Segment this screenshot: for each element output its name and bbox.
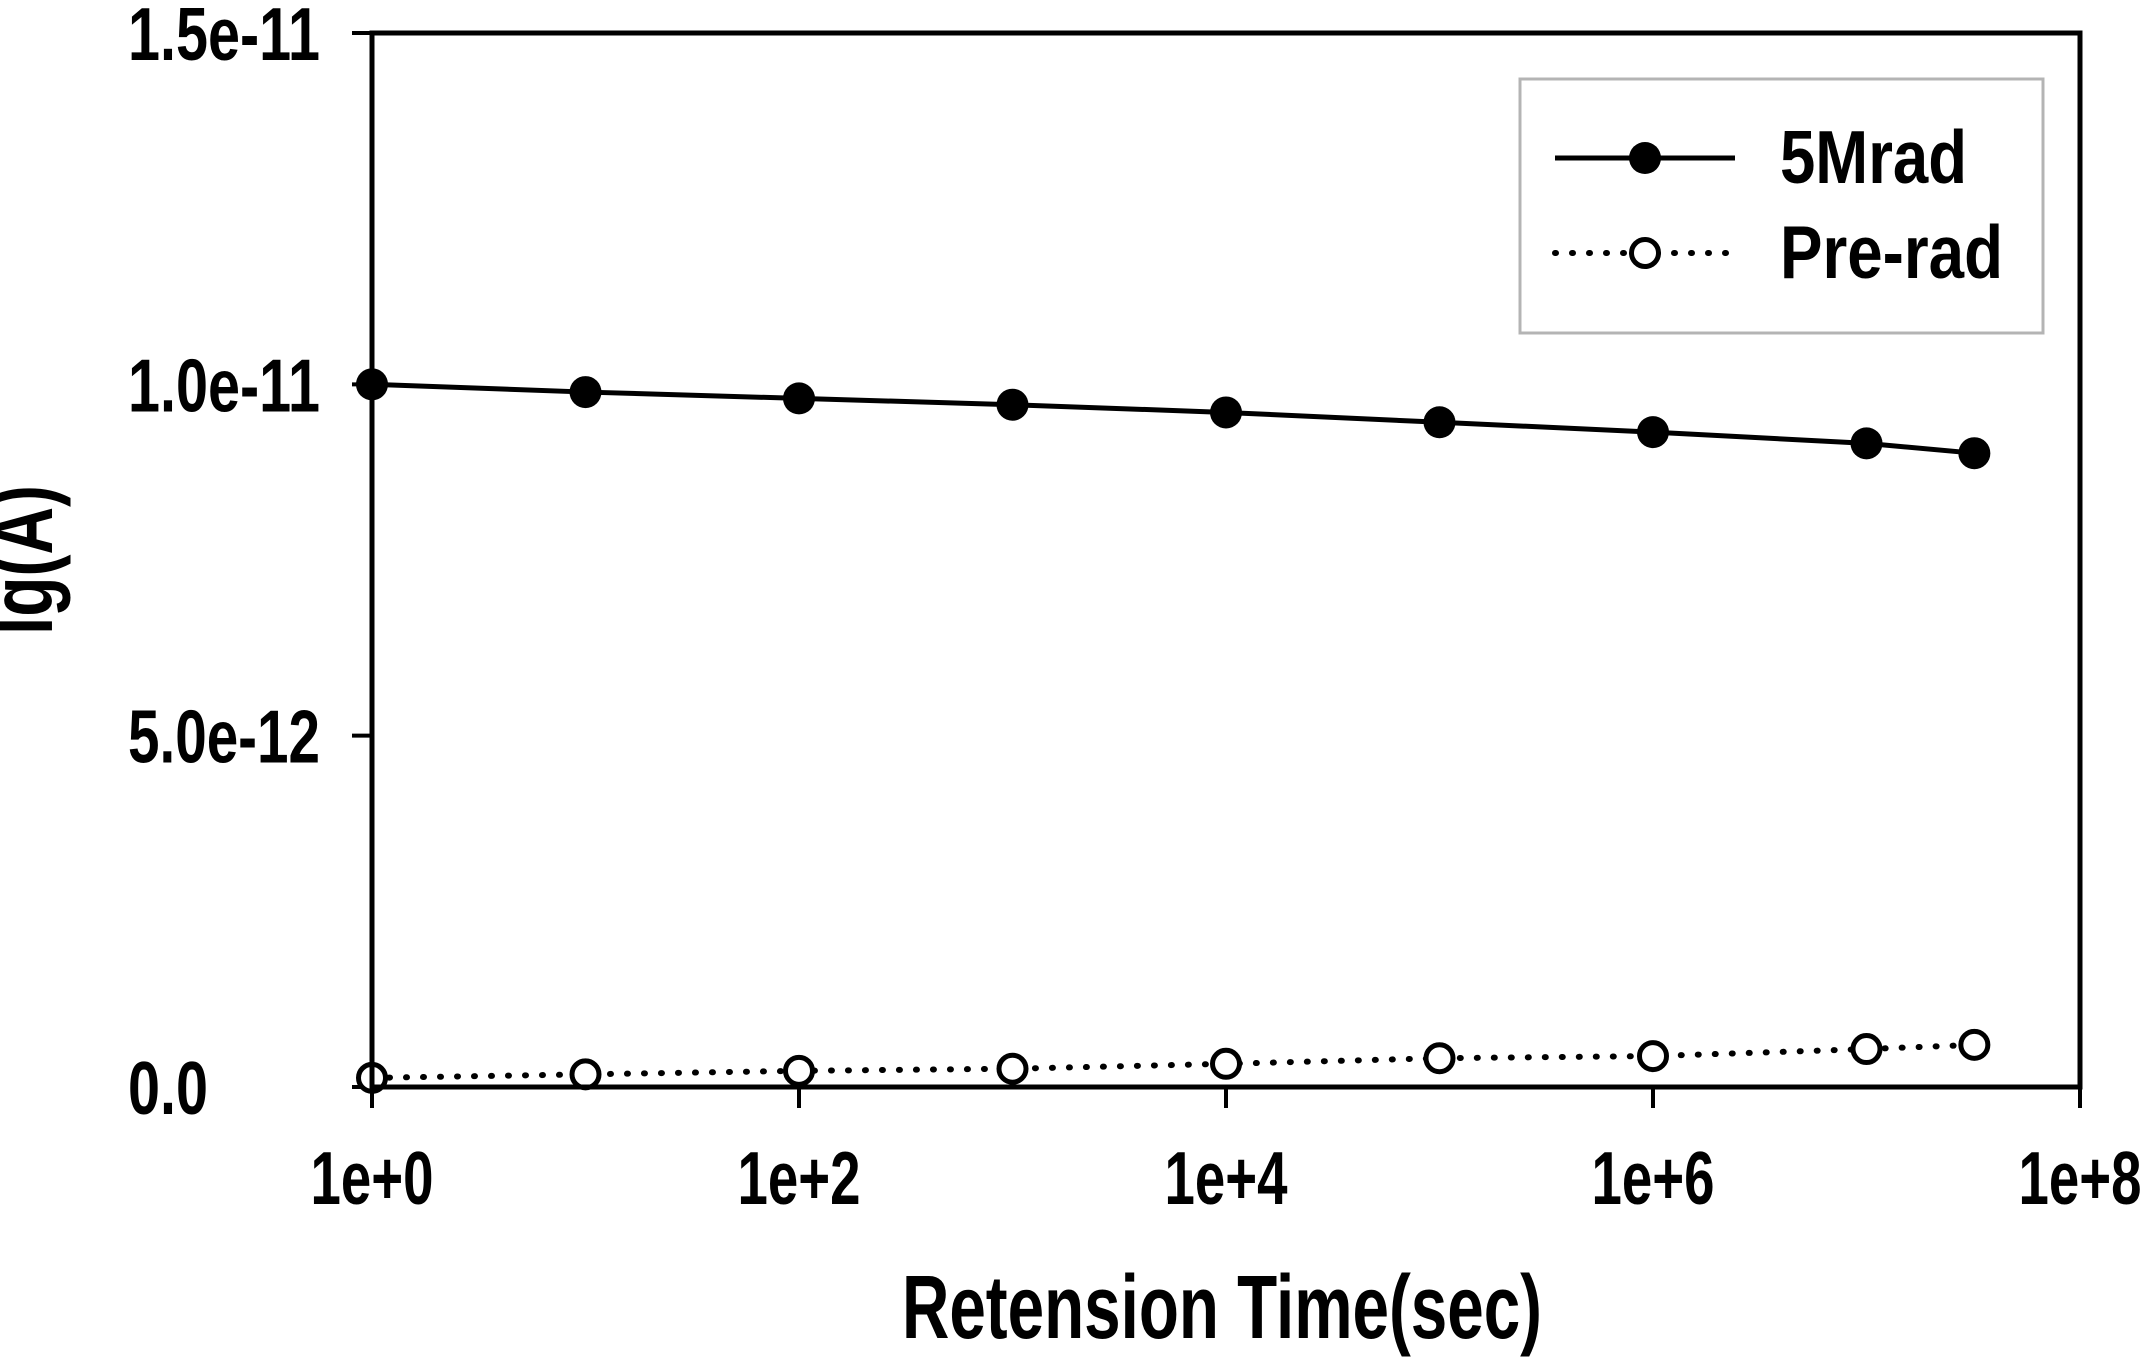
x-axis-tick-label: 1e+0 — [311, 1136, 434, 1220]
data-point-5mrad — [1958, 437, 1991, 470]
data-point-prerad — [569, 1058, 602, 1091]
data-point-5mrad — [783, 382, 815, 415]
legend-label-prerad: Pre-rad — [1780, 210, 2003, 294]
y-axis-tick-label: 1.5e-11 — [128, 0, 320, 76]
data-point-5mrad — [569, 376, 602, 409]
data-point-prerad — [1423, 1042, 1456, 1075]
y-axis-tick-label: 5.0e-12 — [128, 695, 320, 779]
x-axis-tick-label: 1e+2 — [738, 1136, 861, 1220]
legend: 5Mrad Pre-rad — [1518, 77, 2045, 335]
y-axis-tick-label: 1.0e-11 — [128, 343, 320, 427]
legend-box — [1518, 77, 2045, 335]
data-point-5mrad — [1850, 427, 1883, 460]
x-axis-label: Retension Time(sec) — [902, 1258, 1542, 1358]
plot-frame — [369, 30, 2083, 1090]
data-point-prerad — [1637, 1040, 1669, 1073]
y-axis-tick-label: 0.0 — [128, 1046, 208, 1130]
data-point-5mrad — [1423, 406, 1456, 439]
data-point-prerad — [783, 1054, 815, 1087]
x-axis-tick-label: 1e+6 — [1592, 1136, 1715, 1220]
data-point-prerad — [1850, 1033, 1883, 1066]
series-line-prerad — [369, 1041, 1978, 1081]
legend-marker-filled-circle-icon — [1629, 142, 1661, 174]
data-point-prerad — [1958, 1028, 1991, 1061]
x-axis-tick-label: 1e+4 — [1165, 1136, 1288, 1220]
plot-series — [356, 368, 1991, 1094]
data-point-prerad — [996, 1052, 1029, 1085]
legend-marker-open-circle-icon — [1629, 237, 1661, 269]
data-point-prerad — [1210, 1047, 1242, 1080]
data-point-5mrad — [1210, 396, 1242, 429]
x-axis-tick-label: 1e+8 — [2019, 1136, 2142, 1220]
y-axis-label: lg(A) — [0, 485, 71, 635]
series-line-5mrad — [371, 381, 1975, 456]
data-point-5mrad — [996, 388, 1029, 421]
legend-label-5mrad: 5Mrad — [1780, 115, 1967, 199]
data-point-5mrad — [1637, 416, 1669, 449]
axis-ticks: 0.0 5.0e-12 1.0e-11 1.5e-11 1e+0 1e+2 1e+4 1e+6… — [128, 0, 2142, 1220]
